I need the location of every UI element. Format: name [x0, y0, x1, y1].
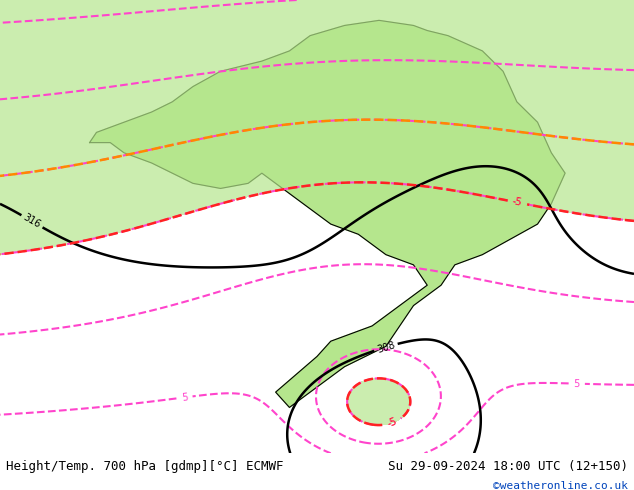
Text: 5: 5	[181, 392, 188, 403]
Text: Su 29-09-2024 18:00 UTC (12+150): Su 29-09-2024 18:00 UTC (12+150)	[387, 460, 628, 473]
Text: -5: -5	[512, 196, 523, 208]
Text: 308: 308	[376, 340, 396, 355]
Polygon shape	[89, 21, 565, 407]
Text: 316: 316	[22, 212, 42, 230]
Text: 5: 5	[574, 379, 580, 389]
Text: Height/Temp. 700 hPa [gdmp][°C] ECMWF: Height/Temp. 700 hPa [gdmp][°C] ECMWF	[6, 460, 284, 473]
Text: -5: -5	[385, 416, 398, 429]
Text: -5: -5	[512, 196, 523, 208]
Text: ©weatheronline.co.uk: ©weatheronline.co.uk	[493, 481, 628, 490]
Text: -5: -5	[385, 416, 398, 429]
